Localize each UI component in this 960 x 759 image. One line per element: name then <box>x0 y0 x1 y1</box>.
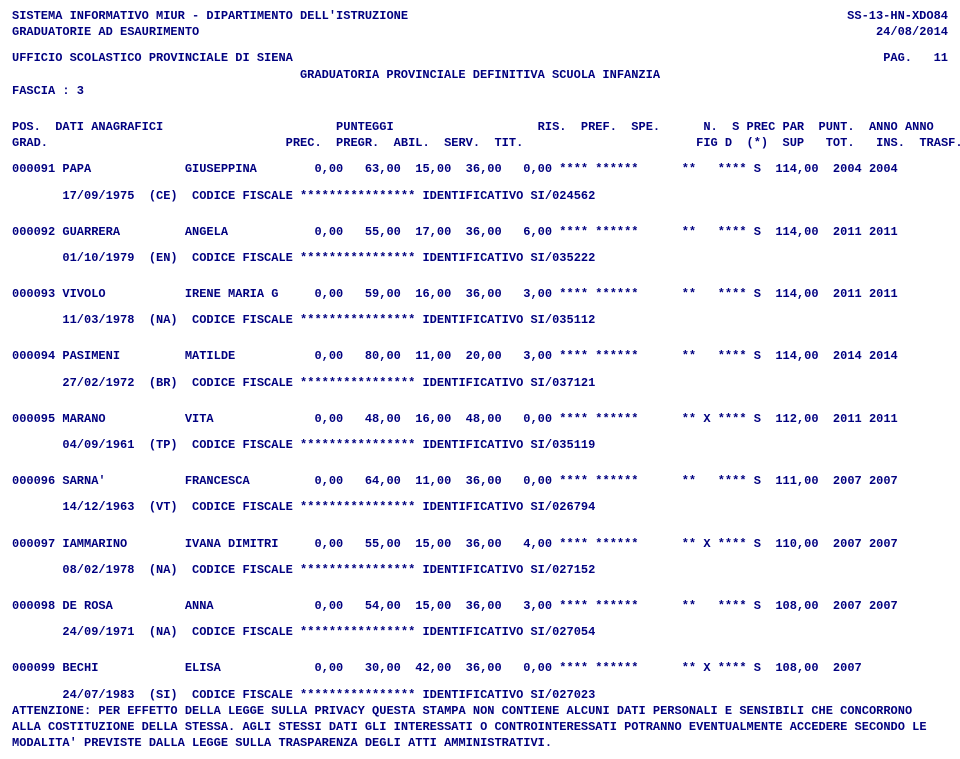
header-line-3: UFFICIO SCOLASTICO PROVINCIALE DI SIENA … <box>12 50 948 66</box>
table-row: 000096 SARNA' FRANCESCA 0,00 64,00 11,00… <box>12 473 948 489</box>
header-date: 24/08/2014 <box>876 24 948 40</box>
table-row-detail: 11/03/1978 (NA) CODICE FISCALE *********… <box>12 312 948 328</box>
header-subtitle: GRADUATORIE AD ESAURIMENTO <box>12 24 199 40</box>
header-office: UFFICIO SCOLASTICO PROVINCIALE DI SIENA <box>12 50 293 66</box>
table-row-detail: 08/02/1978 (NA) CODICE FISCALE *********… <box>12 562 948 578</box>
table-row: 000094 PASIMENI MATILDE 0,00 80,00 11,00… <box>12 348 948 364</box>
table-row-detail: 14/12/1963 (VT) CODICE FISCALE *********… <box>12 499 948 515</box>
data-rows-container: 000091 PAPA GIUSEPPINA 0,00 63,00 15,00 … <box>12 161 948 702</box>
table-row-detail: 27/02/1972 (BR) CODICE FISCALE *********… <box>12 375 948 391</box>
table-row-detail: 24/09/1971 (NA) CODICE FISCALE *********… <box>12 624 948 640</box>
footer-line-2: ALLA COSTITUZIONE DELLA STESSA. AGLI STE… <box>12 719 948 735</box>
header-line-2: GRADUATORIE AD ESAURIMENTO 24/08/2014 <box>12 24 948 40</box>
table-row: 000095 MARANO VITA 0,00 48,00 16,00 48,0… <box>12 411 948 427</box>
header-fascia: FASCIA : 3 <box>12 83 948 99</box>
table-row: 000098 DE ROSA ANNA 0,00 54,00 15,00 36,… <box>12 598 948 614</box>
footer-line-1: ATTENZIONE: PER EFFETTO DELLA LEGGE SULL… <box>12 703 948 719</box>
header-page-number: PAG. 11 <box>883 50 948 66</box>
header-report-code: SS-13-HN-XDO84 <box>847 8 948 24</box>
table-row: 000099 BECHI ELISA 0,00 30,00 42,00 36,0… <box>12 660 948 676</box>
table-row-detail: 17/09/1975 (CE) CODICE FISCALE *********… <box>12 188 948 204</box>
table-row: 000097 IAMMARINO IVANA DIMITRI 0,00 55,0… <box>12 536 948 552</box>
header-line-1: SISTEMA INFORMATIVO MIUR - DIPARTIMENTO … <box>12 8 948 24</box>
table-row: 000091 PAPA GIUSEPPINA 0,00 63,00 15,00 … <box>12 161 948 177</box>
table-row: 000092 GUARRERA ANGELA 0,00 55,00 17,00 … <box>12 224 948 240</box>
column-header-row-1: POS. DATI ANAGRAFICI PUNTEGGI RIS. PREF.… <box>12 119 948 135</box>
footer-line-3: MODALITA' PREVISTE DALLA LEGGE SULLA TRA… <box>12 735 948 751</box>
table-row: 000093 VIVOLO IRENE MARIA G 0,00 59,00 1… <box>12 286 948 302</box>
table-row-detail: 04/09/1961 (TP) CODICE FISCALE *********… <box>12 437 948 453</box>
column-header-row-2: GRAD. PREC. PREGR. ABIL. SERV. TIT. FIG … <box>12 135 948 151</box>
header-center-title: GRADUATORIA PROVINCIALE DEFINITIVA SCUOL… <box>12 67 948 83</box>
table-row-detail: 01/10/1979 (EN) CODICE FISCALE *********… <box>12 250 948 266</box>
table-row-detail: 24/07/1983 (SI) CODICE FISCALE *********… <box>12 687 948 703</box>
header-system-title: SISTEMA INFORMATIVO MIUR - DIPARTIMENTO … <box>12 8 408 24</box>
